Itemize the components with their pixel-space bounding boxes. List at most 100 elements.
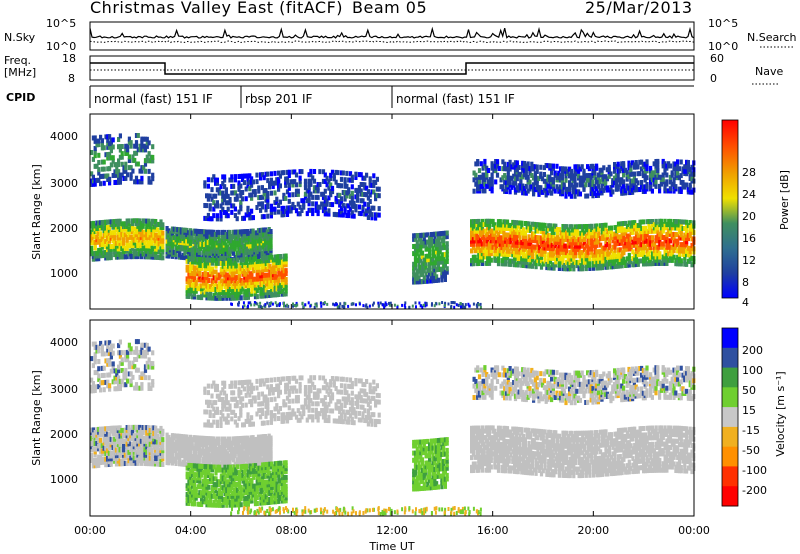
power-cell [152,232,156,238]
power-cell [293,179,297,185]
power-cell [203,289,207,295]
power-cell [244,212,248,218]
power-cell [593,170,597,176]
power-cell [136,254,140,260]
velocity-cell [107,456,111,462]
power-cell [419,247,423,253]
power-cell [480,251,484,257]
power-cell [518,239,522,245]
power-cell [111,232,115,238]
power-cell [504,225,508,231]
power-cell [239,246,243,252]
power-cell [127,234,131,240]
power-cell [294,188,299,194]
power-cell [260,214,264,220]
freq-panel: Freq. [MHz] 18 8 60 0 Nave [4,52,783,85]
power-cell [417,268,421,274]
power-cell [559,188,563,194]
power-cell [210,196,214,202]
power-cell [502,258,506,264]
power-cell [670,254,674,260]
power-cell [599,265,603,271]
power-cell [116,243,120,249]
power-cell [145,237,149,243]
power-cell [309,207,313,213]
power-cell [206,196,210,202]
power-cell [522,259,526,265]
power-cell [216,287,220,292]
power-cell [547,242,551,248]
power-cell [539,238,544,244]
power-cell [221,292,225,298]
power-cell [221,206,225,212]
power-cell [213,231,218,237]
power-cell [654,261,658,266]
power-cell [152,235,156,241]
power-cell [532,247,536,253]
power-cell [652,228,656,234]
velocity-cell [118,433,122,439]
power-cell [681,248,685,254]
power-cell [604,261,608,267]
power-cell [513,180,518,186]
power-cell [606,261,610,267]
power-cell [652,225,656,231]
power-cell [191,259,195,265]
power-cell [672,245,676,250]
power-cell [100,222,104,228]
power-cell [185,232,189,238]
velocity-cell [93,463,97,469]
power-cell [95,228,99,234]
power-cell [350,174,354,180]
power-cell [341,190,345,195]
power-cell [683,261,687,267]
power-cell [668,248,673,254]
power-cell [503,188,507,194]
power-cell [500,245,504,251]
power-cell [681,245,685,251]
power-cell [593,239,597,245]
velocity-cell [95,463,99,469]
power-cell [638,229,642,235]
power-cell [284,256,288,262]
power-cell [485,183,489,189]
power-cell [318,204,322,210]
power-cell [152,227,156,233]
power-cell [245,260,249,265]
power-cell [143,161,148,167]
power-cell [636,236,640,241]
power-cell [106,141,110,147]
power-cell [447,302,450,306]
power-cell [611,178,615,184]
power-cell [640,166,644,172]
power-cell [613,257,617,263]
power-cell [539,185,543,191]
power-cell [266,272,270,278]
power-cell [443,304,446,308]
power-cell [150,235,154,241]
power-cell [496,254,501,260]
power-cell [519,172,523,177]
power-cell [140,168,144,174]
power-cell [91,220,95,226]
power-cell [588,230,592,236]
power-cell [431,249,435,255]
power-cell [348,171,353,177]
power-cell [616,224,621,230]
power-cell [616,221,621,227]
power-cell [215,216,219,222]
power-cell [532,231,536,237]
power-cell [679,222,683,228]
power-cell [307,178,311,184]
power-cell [509,239,513,245]
power-cell [282,192,286,198]
power-cell [652,161,656,167]
power-cell [97,239,101,245]
power-cell [565,250,569,256]
power-cell [97,142,101,148]
power-cell [498,222,502,228]
power-cell [650,174,654,180]
power-cell [191,265,195,271]
power-cell [568,253,572,259]
power-cell [257,270,261,276]
